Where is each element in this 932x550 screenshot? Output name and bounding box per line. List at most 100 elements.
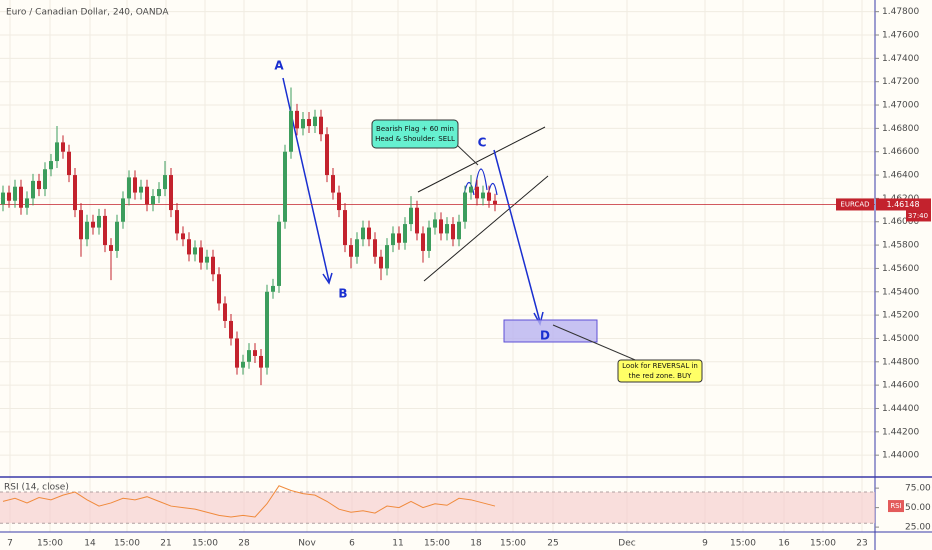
candle-body: [151, 196, 155, 205]
candle-body: [31, 180, 35, 199]
drawings: [282, 77, 703, 383]
candle-body: [7, 192, 11, 201]
candle-body: [223, 303, 227, 321]
x-tick-label: 6: [349, 539, 355, 549]
channel-lower: [423, 175, 549, 282]
candle-body: [283, 151, 287, 222]
candle-body: [25, 198, 29, 208]
candle-body: [121, 198, 125, 222]
y-tick-label: 1.44800: [882, 357, 919, 367]
candle-body: [349, 245, 353, 257]
channel-upper: [417, 126, 546, 193]
candle-body: [403, 224, 407, 243]
y-tick-label: 1.47200: [882, 77, 919, 87]
y-tick-label: 1.46400: [882, 171, 919, 181]
candle-body: [289, 110, 293, 152]
candle-body: [457, 221, 461, 240]
candle-body: [145, 186, 149, 205]
candle-body: [97, 215, 101, 228]
y-tick-label: 1.45800: [882, 241, 919, 251]
candle-body: [481, 192, 485, 199]
candle-body: [385, 245, 389, 269]
rsi-line: [2, 485, 496, 518]
candle-body: [187, 239, 191, 255]
candle-body: [253, 350, 257, 356]
candle-body: [229, 320, 233, 339]
candle-body: [1, 192, 5, 205]
target-zone: [503, 319, 598, 343]
candle-body: [37, 180, 41, 190]
x-tick-label: 15:00: [730, 539, 756, 549]
x-tick-label: 28: [238, 539, 250, 549]
candle-body: [295, 110, 299, 129]
candle-body: [265, 291, 269, 368]
candle-body: [115, 221, 119, 251]
y-tick-label: 1.47600: [882, 31, 919, 41]
x-tick-label: 15:00: [192, 539, 218, 549]
candle-body: [325, 134, 329, 176]
candle-body: [259, 355, 263, 368]
x-tick-label: 23: [856, 539, 867, 549]
symbol-tag-box: [836, 198, 874, 211]
y-tick-label: 1.45600: [882, 264, 919, 274]
candle-body: [337, 192, 341, 211]
candle-body: [109, 245, 113, 251]
candle-body: [439, 219, 443, 234]
candle-body: [163, 175, 167, 190]
x-tick-label: 25: [547, 539, 558, 549]
rsi-tick-label: 75.00: [905, 484, 931, 494]
candle-body: [73, 175, 77, 211]
candle-body: [193, 247, 197, 255]
candle-body: [469, 186, 473, 193]
symbol-tag: EURCAD: [840, 200, 869, 208]
y-tick-label: 1.46600: [882, 147, 919, 157]
x-tick-label: 15:00: [500, 539, 526, 549]
price-tag-box: [876, 198, 931, 211]
rsi-tick-label: 50.00: [905, 503, 931, 513]
candle-body: [247, 350, 251, 362]
candle-body: [493, 200, 497, 205]
x-tick-label: 11: [392, 539, 403, 549]
candle-body: [85, 221, 89, 240]
candle-body: [433, 219, 437, 228]
rsi-tick-label: 25.00: [905, 523, 931, 533]
candle-body: [169, 175, 173, 211]
candle-body: [343, 210, 347, 246]
y-tick-label: 1.47000: [882, 101, 919, 111]
sell-note: Bearish Flag + 60 min: [376, 125, 454, 133]
candle-body: [211, 256, 215, 275]
rsi-title: RSI (14, close): [4, 483, 69, 493]
wave-labels: A B C D: [274, 59, 550, 343]
candle-body: [127, 177, 131, 199]
buy-note: the red zone. BUY: [629, 372, 692, 380]
candle-body: [487, 192, 491, 201]
arrow-head: [322, 272, 333, 285]
candle-body: [235, 338, 239, 368]
y-tick-label: 1.45000: [882, 334, 919, 344]
candle-body: [427, 227, 431, 251]
buy-callout: [617, 359, 703, 383]
countdown: 37:40: [908, 212, 928, 220]
candle-body: [313, 116, 317, 127]
callout-pointer: [456, 144, 479, 166]
y-tick-label: 1.44400: [882, 404, 919, 414]
chart-title: Euro / Canadian Dollar, 240, OANDA: [6, 8, 169, 18]
x-tick-label: 15:00: [810, 539, 836, 549]
wave-b: B: [338, 287, 347, 301]
x-tick-label: 16: [778, 539, 790, 549]
candle-body: [67, 151, 71, 176]
y-tick-label: 1.45400: [882, 287, 919, 297]
x-tick-label: Nov: [298, 539, 316, 549]
x-tick-label: 21: [160, 539, 171, 549]
candle-body: [103, 215, 107, 246]
arrow-cd: [493, 149, 541, 323]
candle-body: [241, 361, 245, 368]
y-tick-label: 1.44600: [882, 381, 919, 391]
sell-callout: [371, 119, 459, 149]
x-tick-label: 18: [470, 539, 482, 549]
candle-body: [319, 116, 323, 135]
y-tick-label: 1.45200: [882, 311, 919, 321]
candle-body: [451, 224, 455, 240]
candle-body: [217, 274, 221, 304]
